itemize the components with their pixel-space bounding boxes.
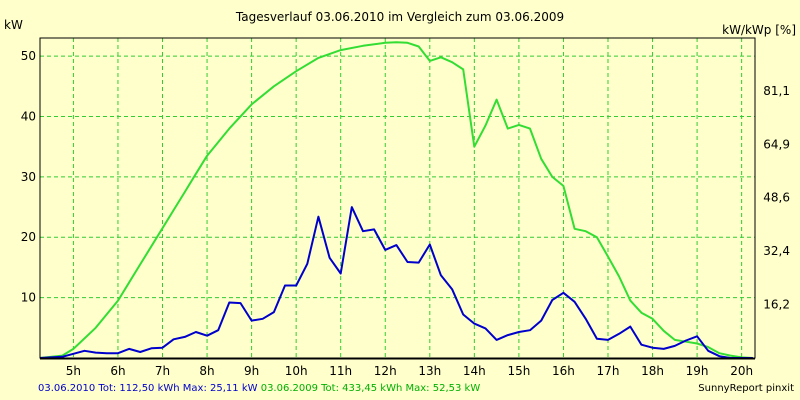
y-tick-label-left: 50 bbox=[21, 49, 36, 63]
x-tick-label: 15h bbox=[507, 364, 530, 378]
y-tick-label-left: 30 bbox=[21, 170, 36, 184]
series-line-03.06.2010 bbox=[39, 206, 753, 359]
x-tick-label: 10h bbox=[285, 364, 308, 378]
plot-background bbox=[40, 38, 755, 358]
x-tick-label: 7h bbox=[155, 364, 170, 378]
plot-area bbox=[40, 38, 755, 358]
y-tick-label-right: 16,2 bbox=[763, 298, 790, 312]
grid bbox=[40, 38, 755, 358]
y-axis-label-left: kW bbox=[4, 18, 23, 32]
x-tick-label: 14h bbox=[463, 364, 486, 378]
x-tick-label: 20h bbox=[730, 364, 753, 378]
y-tick-label-left: 40 bbox=[21, 109, 36, 123]
x-tick-label: 13h bbox=[418, 364, 441, 378]
plot-frame bbox=[39, 37, 756, 360]
y-tick-label-right: 48,6 bbox=[763, 191, 790, 205]
y-tick-label-right: 32,4 bbox=[763, 244, 790, 258]
credit-text: SunnyReport pinxit bbox=[698, 383, 794, 394]
y-tick-label-right: 64,9 bbox=[763, 137, 790, 151]
x-tick-label: 5h bbox=[66, 364, 81, 378]
x-tick-label: 19h bbox=[686, 364, 709, 378]
x-tick-label: 8h bbox=[199, 364, 214, 378]
y-axis-label-right: kW/kWp [%] bbox=[722, 23, 796, 37]
y-tick-label-left: 10 bbox=[21, 291, 36, 305]
x-tick-label: 11h bbox=[329, 364, 352, 378]
chart-title: Tagesverlauf 03.06.2010 im Vergleich zum… bbox=[235, 10, 564, 24]
x-tick-label: 18h bbox=[641, 364, 664, 378]
footer-legend: 03.06.2010 Tot: 112,50 kWh Max: 25,11 kW… bbox=[38, 383, 480, 394]
x-tick-label: 16h bbox=[552, 364, 575, 378]
series-line-03.06.2009 bbox=[39, 41, 753, 359]
plot-border bbox=[39, 37, 756, 359]
x-tick-label: 6h bbox=[110, 364, 125, 378]
series-layer bbox=[39, 41, 753, 359]
legend-2010: 03.06.2010 Tot: 112,50 kWh Max: 25,11 kW bbox=[38, 383, 258, 394]
tick-labels: 5h 6h 7h 8h 9h 10h 11h 12h 13h 14h 15h 16h 17h 18h 19h… bbox=[21, 49, 790, 378]
y-tick-label-left: 20 bbox=[21, 230, 36, 244]
x-tick-label: 9h bbox=[244, 364, 259, 378]
x-tick-label: 12h bbox=[374, 364, 397, 378]
x-tick-label: 17h bbox=[597, 364, 620, 378]
y-tick-label-right: 81,1 bbox=[763, 84, 790, 98]
legend-2009: 03.06.2009 Tot: 433,45 kWh Max: 52,53 kW bbox=[260, 383, 481, 394]
